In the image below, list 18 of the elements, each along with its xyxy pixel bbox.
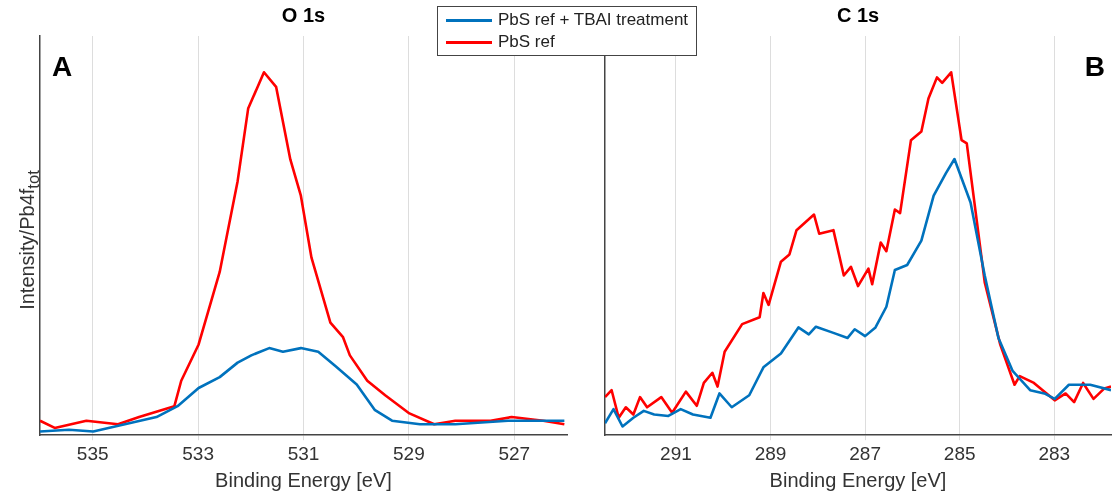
x-tick-label: 291: [660, 442, 692, 464]
x-tick-label: 529: [393, 442, 425, 464]
x-tick-label: 289: [754, 442, 787, 464]
x-tick-label: 531: [287, 442, 320, 464]
chart-title: C 1s: [836, 3, 880, 26]
x-tick-label: 283: [1038, 442, 1071, 464]
legend-label: PbS ref: [498, 31, 555, 53]
chart-title: O 1s: [281, 3, 326, 26]
x-axis-title: Binding Energy [eV]: [215, 468, 392, 491]
x-tick-label: 285: [943, 442, 976, 464]
x-tick-label: 535: [76, 442, 109, 464]
annotation: B: [1084, 51, 1105, 82]
x-tick-label: 527: [498, 442, 531, 464]
annotation: A: [52, 51, 73, 82]
legend-label: PbS ref + TBAI treatment: [498, 9, 689, 31]
x-tick-label: 533: [182, 442, 214, 464]
x-tick-label: 287: [849, 442, 881, 464]
x-axis-title: Binding Energy [eV]: [769, 468, 947, 491]
